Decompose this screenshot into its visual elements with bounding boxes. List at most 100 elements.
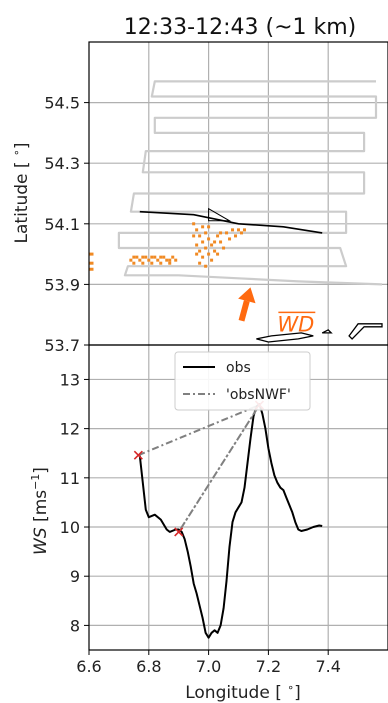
obs-dot (231, 228, 235, 232)
obs-dot (162, 255, 166, 259)
obs-dot (141, 261, 145, 265)
map-y-tick-label: 53.7 (44, 336, 80, 355)
obs-dot (168, 261, 172, 265)
ws-y-tick-label: 9 (70, 567, 80, 586)
coastline (321, 329, 333, 334)
ws-plot-area (133, 400, 323, 639)
coastline (348, 323, 383, 340)
obs-dot (165, 258, 169, 262)
obs-dot (207, 237, 211, 241)
ws-y-tick-label: 8 (70, 616, 80, 635)
obs-dot (129, 258, 133, 262)
ws-y-tick-label: 10 (60, 518, 80, 537)
obs-dot (159, 255, 163, 259)
degree-symbol: ∘ (287, 681, 294, 694)
ws-axes-frame (88, 344, 388, 651)
legend: obs 'obsNWF' (174, 351, 311, 411)
obs-dot (216, 252, 220, 256)
obs-dot (201, 225, 205, 229)
flight-track (117, 80, 383, 286)
obs-dot (192, 234, 196, 238)
degree-symbol: ∘ (10, 149, 23, 156)
obs-dot (216, 234, 220, 238)
wind-arrow-head (238, 287, 256, 304)
ws-x-tick-label: 6.8 (136, 657, 161, 676)
obs-dot (198, 261, 202, 265)
obs-dot (147, 258, 151, 262)
wind-arrow-shaft (238, 300, 250, 322)
map-y-axis-label: Latitude [ ∘] (10, 143, 32, 244)
obs-dot (213, 240, 217, 244)
obs-dot (219, 231, 223, 235)
obs-dot (213, 249, 217, 253)
obs-dot (204, 231, 208, 235)
map-title: 12:33-12:43 (~1 km) (124, 15, 357, 40)
obs-dot (210, 258, 214, 262)
obs-dot (138, 258, 142, 262)
wind-direction-label: WD (277, 312, 314, 336)
nwf-marker (133, 450, 143, 460)
ws-x-tick-label: 7.2 (256, 657, 281, 676)
obs-dot (195, 228, 199, 232)
obs-dot (132, 255, 136, 259)
direction-wedge (208, 207, 232, 222)
obs-dot (159, 261, 163, 265)
obs-dot (89, 267, 91, 271)
map-y-tick-label: 54.3 (44, 154, 80, 173)
obs-dot (141, 255, 145, 259)
obs-dot (222, 246, 226, 250)
obs-dot (90, 261, 94, 265)
obs-dot (195, 243, 199, 247)
map-y-ticks: 53.7 53.9 54.1 54.3 54.5 (44, 94, 89, 355)
ws-y-tick-label: 11 (60, 469, 80, 488)
map-y-tick-label: 53.9 (44, 275, 80, 294)
nwf-marker (174, 527, 184, 537)
obs-dot (171, 255, 175, 259)
obs-dot (204, 264, 208, 268)
obs-dot (225, 231, 229, 235)
obs-dot (228, 237, 232, 241)
obs-dot (210, 243, 214, 247)
ws-x-tick-label: 7.4 (315, 657, 340, 676)
obs-dot (153, 255, 157, 259)
obs-dot (239, 231, 243, 235)
obs-dot (132, 261, 136, 265)
obs-dot (207, 225, 211, 229)
obs-track-line (139, 210, 323, 234)
obs-dot (90, 252, 94, 256)
map-y-tick-label: 54.1 (44, 215, 80, 234)
obs-dot (207, 252, 211, 256)
obs-dot (90, 267, 94, 271)
series-obsnwf-line (137, 404, 261, 533)
ws-x-ticks: 6.6 6.8 7.0 7.2 7.4 (76, 650, 341, 676)
obs-dot (195, 252, 199, 256)
obs-dot (168, 258, 172, 262)
ws-x-tick-label: 7.0 (196, 657, 221, 676)
coastline (256, 332, 314, 343)
ws-y-axis-label: WS [ms−1] (29, 467, 51, 555)
ws-y-ticks: 8 9 10 11 12 13 (60, 370, 89, 635)
ws-y-tick-label: 12 (60, 420, 80, 439)
obs-dot (237, 228, 240, 232)
obs-dot (89, 261, 91, 265)
obs-dot (201, 240, 205, 244)
map-y-tick-label: 54.5 (44, 94, 80, 113)
obs-dot (198, 249, 202, 253)
obs-dot (201, 255, 205, 259)
ws-x-tick-label: 6.6 (76, 657, 101, 676)
obs-dot (192, 222, 196, 226)
obs-dot (150, 261, 154, 265)
obs-dot (198, 234, 202, 238)
obs-dot (89, 252, 91, 256)
ws-y-tick-label: 13 (60, 370, 80, 389)
obs-dot (234, 234, 238, 238)
legend-label-obs: obs (226, 360, 251, 376)
obs-dot (174, 258, 178, 262)
obs-dot (204, 246, 208, 250)
ws-x-axis-label: Longitude [ ∘] (185, 681, 301, 703)
obs-dot (135, 255, 139, 259)
obs-dot (219, 240, 223, 244)
legend-label-obsnwf: 'obsNWF' (226, 387, 291, 403)
series-obs-line (138, 403, 323, 639)
